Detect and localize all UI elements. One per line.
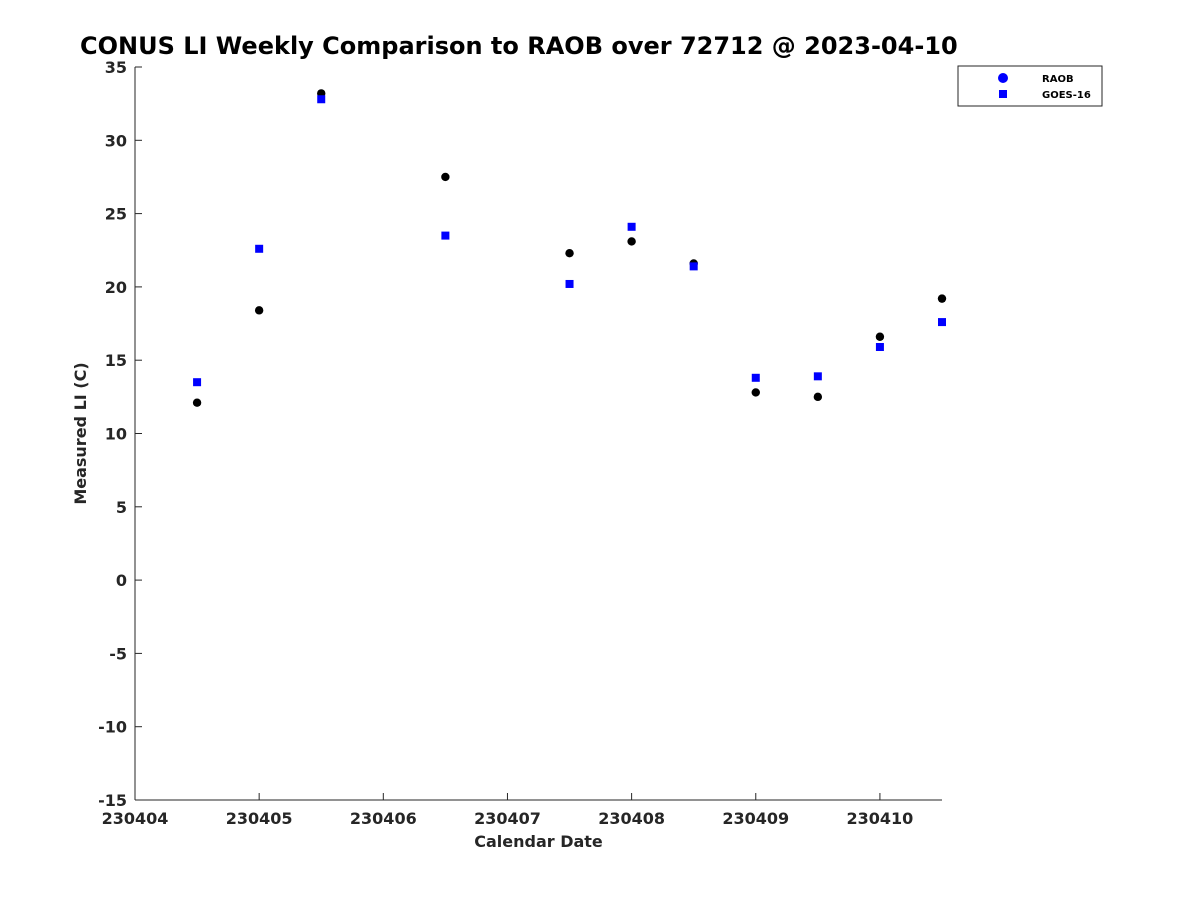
legend-circle-marker [998, 73, 1008, 83]
y-tick-label: 30 [105, 131, 127, 150]
chart-title: CONUS LI Weekly Comparison to RAOB over … [80, 32, 958, 60]
y-tick-label: 5 [116, 498, 127, 517]
legend-label: GOES-16 [1042, 90, 1091, 101]
y-tick-label: 10 [105, 425, 127, 444]
x-tick-label: 230406 [350, 809, 417, 828]
goes-16-point [317, 95, 326, 104]
goes-16-point [875, 343, 884, 352]
goes-16-point [565, 279, 574, 288]
y-axis-label: Measured LI (C) [71, 362, 90, 504]
y-tick-label: -5 [109, 644, 127, 663]
goes-16-point [193, 378, 202, 387]
raob-point [565, 248, 574, 258]
goes-16-point [441, 231, 450, 240]
y-tick-label: 25 [105, 205, 127, 224]
y-tick-label: 0 [116, 571, 127, 590]
raob-point [751, 388, 760, 397]
goes-16-point [255, 244, 264, 253]
y-tick-label: 20 [105, 278, 127, 297]
raob-point [813, 392, 823, 402]
data-markers [192, 89, 947, 407]
x-tick-label: 230409 [722, 809, 789, 828]
raob-point [441, 172, 450, 182]
legend-items: RAOB GOES-16 [998, 73, 1091, 101]
goes-16-point [689, 262, 698, 271]
raob-point [937, 294, 947, 303]
x-ticks: 230404 230405 230406 230407 230408 230409 2304… [102, 793, 914, 828]
y-tick-label: 15 [105, 351, 127, 370]
x-axis-label: Calendar Date [474, 832, 603, 851]
series-raob [192, 89, 947, 407]
x-tick-label: 230408 [598, 809, 665, 828]
x-tick-label: 230410 [847, 809, 914, 828]
y-tick-label: -10 [98, 718, 127, 737]
x-tick-label: 230405 [226, 809, 293, 828]
goes-16-point [627, 222, 636, 231]
goes-16-point [751, 373, 760, 382]
raob-point [627, 237, 636, 246]
legend: RAOB GOES-16 [957, 65, 1103, 107]
goes-16-point [813, 372, 822, 381]
legend-box [957, 65, 1103, 107]
x-tick-label: 230407 [474, 809, 541, 828]
legend-square-marker [999, 90, 1007, 98]
raob-point [192, 398, 202, 407]
y-tick-label: -15 [98, 791, 127, 810]
series-goes-16 [193, 95, 946, 387]
raob-point [875, 332, 885, 341]
legend-label: RAOB [1042, 74, 1074, 85]
goes-16-point [938, 318, 946, 327]
raob-point [254, 306, 264, 315]
y-ticks: -15 -10 -5 0 5 10 15 20 25 30 35 [98, 58, 142, 810]
y-tick-label: 35 [105, 58, 127, 77]
x-tick-label: 230404 [102, 809, 169, 828]
